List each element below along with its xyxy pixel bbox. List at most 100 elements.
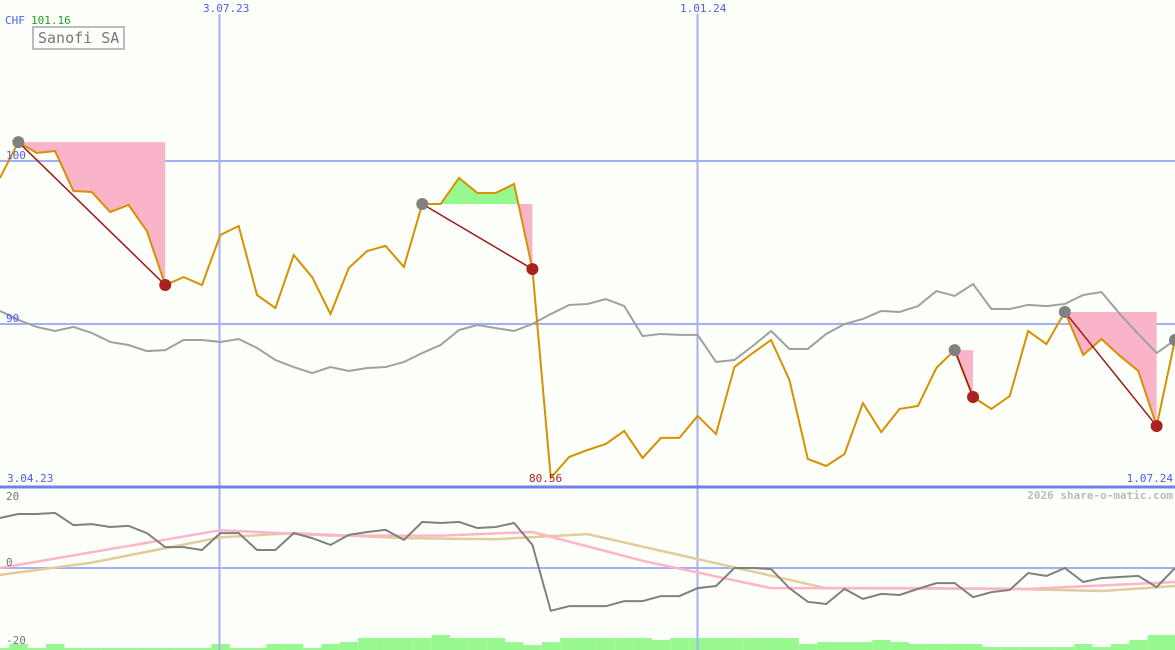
volume-bar bbox=[9, 644, 28, 650]
trade-line bbox=[1064, 311, 1158, 427]
volume-bar bbox=[817, 642, 836, 650]
trade-line bbox=[421, 203, 533, 270]
volume-bar bbox=[358, 638, 377, 650]
volume-bar bbox=[541, 642, 561, 650]
volume-bar bbox=[835, 642, 854, 650]
chart-title: Sanofi SA bbox=[32, 26, 126, 50]
volume-bar bbox=[137, 648, 157, 650]
volume-bar bbox=[229, 648, 249, 650]
volume-bar bbox=[1092, 647, 1111, 650]
volume-bar bbox=[1037, 647, 1056, 650]
volume-bar bbox=[633, 638, 652, 650]
volume-bar bbox=[376, 638, 395, 650]
volume-bar bbox=[523, 645, 542, 650]
volume-bar bbox=[945, 644, 965, 650]
volume-bar bbox=[192, 648, 212, 650]
volume-bar bbox=[303, 648, 322, 650]
sell-marker bbox=[1150, 420, 1163, 433]
volume-bar bbox=[0, 648, 10, 650]
volume-bar bbox=[578, 638, 597, 650]
volume-bar bbox=[284, 644, 304, 650]
sell-marker bbox=[159, 279, 172, 292]
volume-bar bbox=[1166, 635, 1175, 650]
volume-bar bbox=[64, 648, 83, 650]
volume-bar bbox=[101, 648, 120, 650]
volume-bar bbox=[394, 638, 414, 650]
volume-bar bbox=[872, 639, 891, 650]
x-tick-bottom-left: 3.04.23 bbox=[7, 472, 54, 485]
volume-bar bbox=[725, 638, 744, 650]
comparison-line bbox=[0, 282, 1175, 375]
volume-bar bbox=[413, 638, 432, 650]
volume-bar bbox=[707, 638, 726, 650]
currency-label: CHF bbox=[5, 14, 25, 27]
volume-bar bbox=[762, 638, 781, 650]
volume-bar bbox=[468, 638, 487, 650]
volume-bar bbox=[119, 648, 138, 650]
volume-bar bbox=[596, 638, 616, 650]
buy-marker bbox=[1169, 333, 1175, 346]
volume-bar bbox=[1055, 647, 1075, 650]
volume-bar bbox=[27, 648, 47, 650]
volume-bar bbox=[156, 648, 175, 650]
volume-bar bbox=[82, 648, 102, 650]
volume-bar bbox=[486, 638, 506, 650]
volume-bar bbox=[743, 638, 763, 650]
sell-marker bbox=[526, 263, 539, 276]
volume-bar bbox=[927, 644, 946, 650]
signal-pink-line bbox=[0, 528, 1175, 591]
volume-bar bbox=[211, 644, 230, 650]
volume-bar bbox=[1074, 644, 1093, 650]
price-line bbox=[0, 140, 1175, 481]
volume-bar bbox=[1000, 647, 1020, 650]
signal-tan-line bbox=[0, 531, 1175, 593]
volume-bar bbox=[1110, 644, 1130, 650]
buy-marker bbox=[1058, 305, 1071, 318]
volume-bar bbox=[780, 638, 799, 650]
volume-bar bbox=[670, 638, 689, 650]
y-tick-100: 100 bbox=[6, 149, 26, 162]
volume-bar bbox=[560, 638, 579, 650]
volume-bar bbox=[651, 639, 671, 650]
volume-bar bbox=[339, 642, 359, 650]
trade-loss-area bbox=[422, 204, 533, 270]
volume-bar bbox=[1129, 639, 1148, 650]
volume-bar bbox=[431, 635, 451, 650]
trade-line bbox=[953, 349, 974, 398]
last-price-label: 101.16 bbox=[31, 14, 71, 27]
y-tick-90: 90 bbox=[6, 312, 20, 325]
min-price-label: 80.56 bbox=[529, 472, 563, 485]
buy-marker bbox=[416, 198, 429, 211]
watermark: 2026 share-o-matic.com bbox=[1027, 489, 1173, 502]
volume-bar bbox=[615, 638, 634, 650]
sell-marker bbox=[967, 391, 980, 404]
volume-bar bbox=[1147, 635, 1167, 650]
volume-bar bbox=[890, 642, 910, 650]
trade-line bbox=[17, 141, 166, 286]
volume-bar bbox=[1019, 647, 1038, 650]
volume-bar bbox=[908, 644, 928, 650]
volume-bar bbox=[964, 644, 983, 650]
buy-marker bbox=[12, 136, 25, 149]
osc-tick-0: 0 bbox=[6, 556, 13, 569]
x-tick-bottom-right: 1.07.24 bbox=[1126, 472, 1173, 485]
volume-bar bbox=[853, 642, 873, 650]
volume-bar bbox=[982, 647, 1001, 650]
x-tick-top-1: 1.01.24 bbox=[680, 2, 727, 15]
volume-bar bbox=[174, 648, 193, 650]
volume-bar bbox=[449, 638, 469, 650]
buy-marker bbox=[948, 344, 961, 357]
oscillator-line bbox=[0, 511, 1175, 613]
volume-bar bbox=[321, 644, 340, 650]
trade-loss-area bbox=[18, 142, 166, 286]
volume-bar bbox=[266, 644, 285, 650]
volume-bar bbox=[46, 644, 65, 650]
x-tick-top-0: 3.07.23 bbox=[203, 2, 250, 15]
volume-bar bbox=[798, 644, 818, 650]
osc-tick-20: 20 bbox=[6, 490, 20, 503]
trade-gain-area bbox=[422, 177, 533, 205]
volume-bar bbox=[248, 648, 267, 650]
volume-bar bbox=[505, 642, 524, 650]
